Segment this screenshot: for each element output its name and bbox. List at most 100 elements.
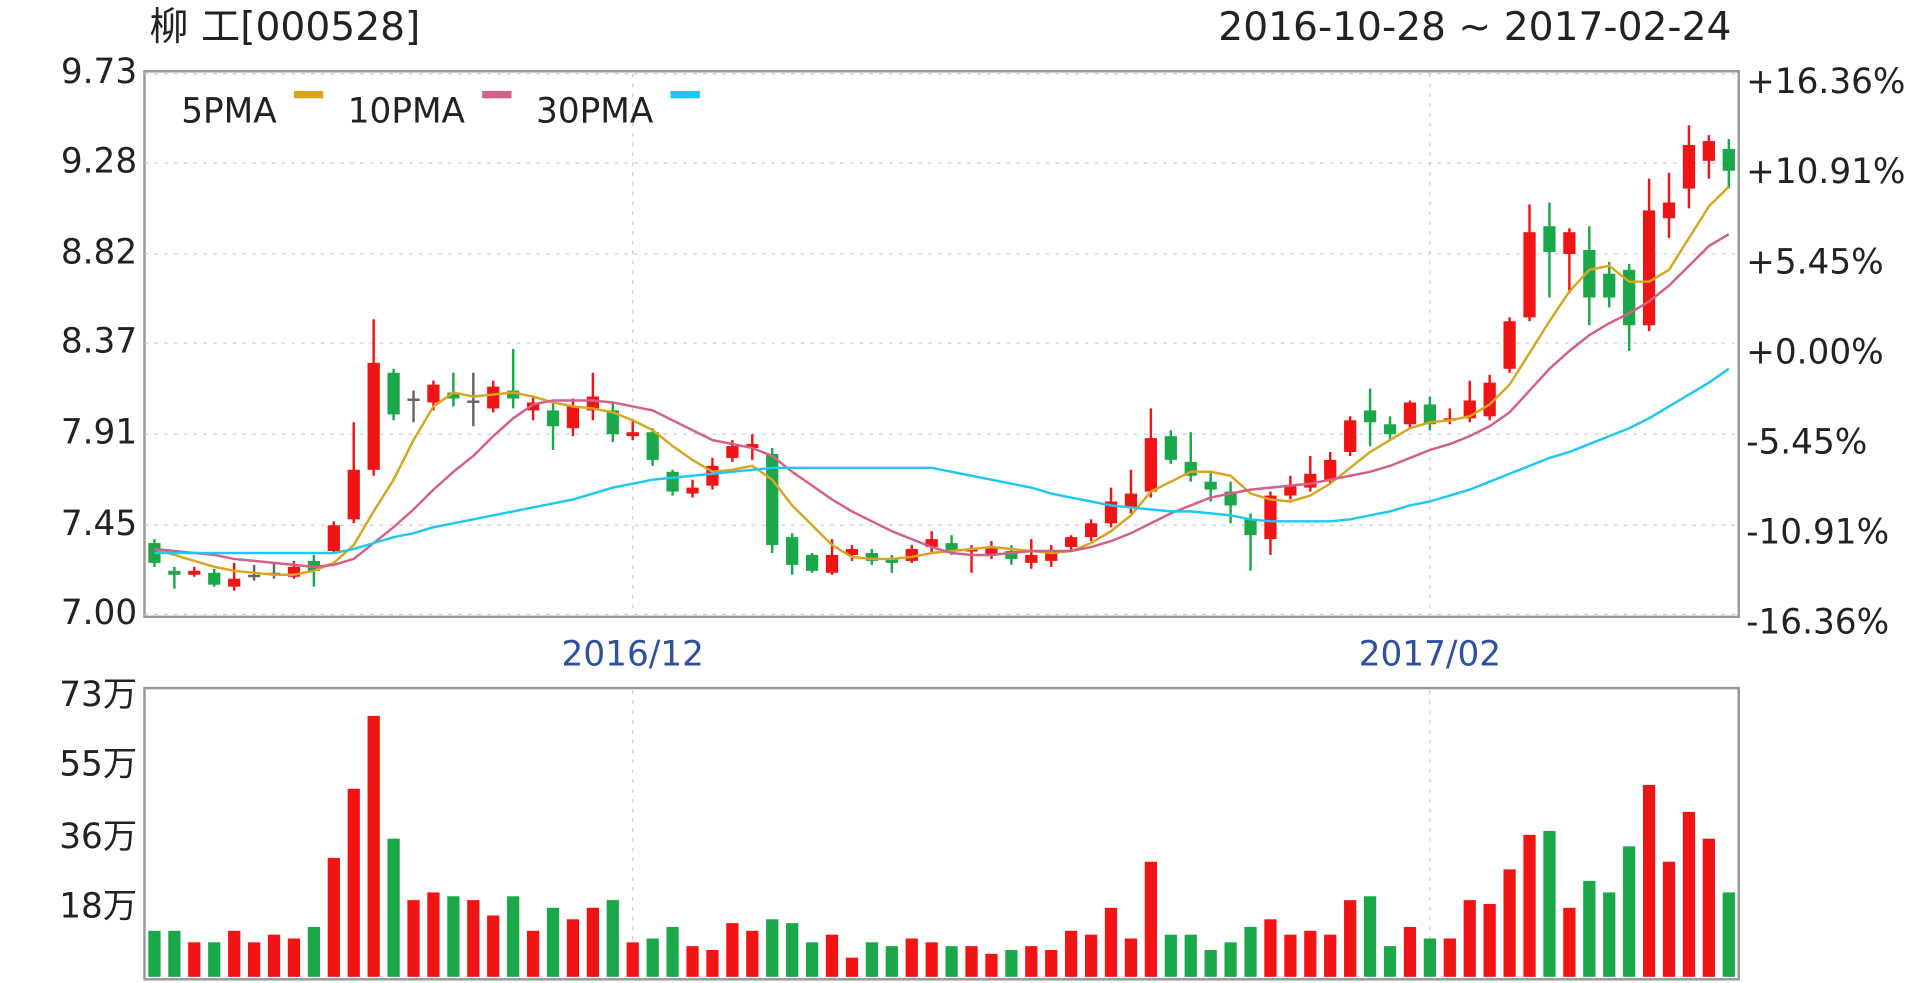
volume-bar — [1543, 831, 1556, 977]
candle-body — [208, 572, 221, 585]
y-tick-label: 8.82 — [61, 232, 137, 272]
volume-bar — [1045, 949, 1058, 977]
candle-body — [726, 446, 739, 458]
volume-bar — [1184, 934, 1197, 977]
volume-tick-label: 36万 — [59, 817, 137, 857]
candle-body — [1662, 202, 1676, 219]
candle-body — [387, 372, 400, 415]
volume-bar — [287, 938, 301, 977]
ma-line — [154, 233, 1730, 569]
y2-tick-label: +0.00% — [1746, 332, 1884, 372]
volume-bar — [1722, 892, 1735, 977]
volume-bar — [845, 957, 859, 977]
volume-bar — [905, 938, 918, 977]
volume-bar — [1702, 838, 1716, 977]
candle-body — [1423, 404, 1437, 425]
candle-body — [905, 549, 918, 561]
candle-body — [1264, 495, 1277, 540]
volume-bar — [1423, 938, 1437, 977]
candle-body — [746, 444, 759, 449]
y-tick-label: 8.37 — [61, 322, 137, 362]
volume-bar — [1682, 811, 1696, 977]
volume-bar — [1523, 834, 1536, 977]
volume-bar — [148, 930, 161, 977]
candle-body — [925, 539, 938, 548]
y2-tick-label: -16.36% — [1746, 603, 1889, 643]
y2-tick-label: +16.36% — [1746, 62, 1905, 102]
volume-bar — [407, 900, 420, 977]
candle-body — [786, 537, 799, 565]
volume-bar — [1443, 938, 1456, 977]
y-tick-label: 7.00 — [61, 593, 137, 633]
volume-bar — [1084, 934, 1098, 977]
volume-bar — [327, 857, 340, 977]
volume-bar — [1403, 926, 1417, 977]
volume-tick-label: 73万 — [59, 675, 137, 715]
volume-bar — [267, 934, 281, 977]
volume-bar — [1583, 880, 1596, 977]
candle-body — [1144, 438, 1158, 492]
candle-body — [1065, 537, 1078, 548]
volume-tick-label: 18万 — [59, 886, 137, 926]
volume-bar — [247, 942, 261, 977]
candle-body — [347, 469, 360, 520]
volume-bar — [188, 942, 201, 977]
candle-body — [407, 398, 420, 401]
volume-bar — [526, 930, 540, 977]
legend-label: 10PMA — [348, 92, 466, 132]
y-tick-label: 9.28 — [61, 141, 137, 181]
volume-bar — [666, 926, 679, 977]
candle-body — [1403, 402, 1417, 425]
candle-body — [1682, 145, 1696, 189]
candle-body — [885, 558, 898, 563]
y2-tick-label: +10.91% — [1746, 152, 1905, 192]
candle-body — [1722, 148, 1735, 171]
volume-bar — [805, 942, 819, 977]
volume-bar — [1324, 934, 1337, 977]
candle-body — [626, 432, 639, 437]
volume-bar — [925, 942, 938, 977]
legend-swatch — [482, 90, 512, 99]
volume-tick-label: 55万 — [59, 744, 137, 784]
candle-body — [367, 362, 380, 470]
candle-body — [805, 554, 819, 571]
x-tick-label: 2016/12 — [562, 635, 704, 675]
volume-bar — [686, 946, 699, 977]
volume-bar — [1363, 896, 1377, 977]
candle-body — [1164, 436, 1177, 460]
volume-bar — [1642, 784, 1656, 977]
volume-bar — [726, 923, 739, 977]
candle-body — [1025, 554, 1038, 563]
volume-bar — [945, 946, 958, 977]
candle-body — [566, 406, 580, 429]
volume-bar — [447, 896, 460, 977]
volume-bar — [1244, 926, 1257, 977]
candle-body — [1204, 481, 1217, 490]
volume-bar — [1563, 907, 1576, 977]
candle-body — [1563, 232, 1576, 254]
volume-bar — [1503, 869, 1516, 977]
volume-bar — [646, 938, 659, 977]
volume-bar — [1104, 907, 1118, 977]
ma-line — [154, 185, 1730, 576]
candle-body — [1583, 249, 1596, 298]
volume-bar — [1065, 930, 1078, 977]
volume-bar — [706, 949, 719, 977]
candle-body — [1503, 321, 1516, 369]
candle-body — [1284, 485, 1297, 496]
volume-bar — [1662, 861, 1676, 977]
y-tick-label: 7.45 — [61, 504, 137, 544]
volume-bar — [347, 788, 360, 977]
y-tick-label: 7.91 — [61, 413, 137, 453]
volume-bar — [985, 953, 998, 977]
candle-body — [1543, 226, 1556, 252]
candle-body — [1005, 551, 1018, 559]
volume-bar — [387, 838, 400, 977]
volume-bar — [367, 715, 380, 977]
y2-tick-label: +5.45% — [1746, 242, 1884, 282]
candle-body — [845, 549, 859, 555]
y2-tick-label: -10.91% — [1746, 513, 1889, 553]
volume-bar — [427, 892, 440, 977]
candle-body — [1084, 523, 1098, 538]
